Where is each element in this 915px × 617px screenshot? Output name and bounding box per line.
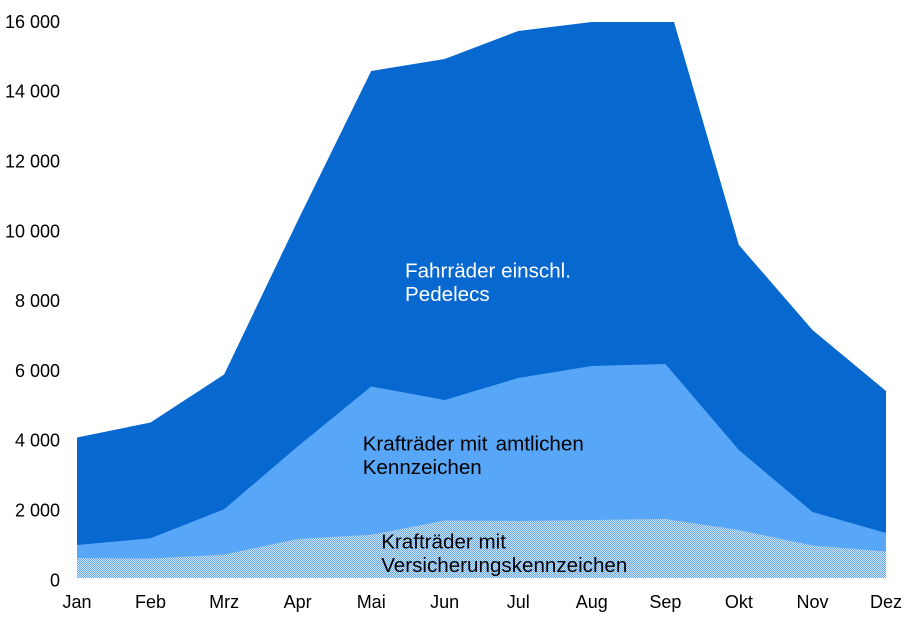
svg-text:Krafträder mit: Krafträder mit — [381, 531, 506, 554]
svg-text:Fahrräder einschl.: Fahrräder einschl. — [405, 260, 571, 283]
svg-text:16 000: 16 000 — [5, 12, 60, 32]
svg-text:14 000: 14 000 — [5, 82, 60, 102]
svg-text:8 000: 8 000 — [15, 291, 60, 311]
svg-text:6 000: 6 000 — [15, 361, 60, 381]
svg-text:Kennzeichen: Kennzeichen — [363, 456, 482, 479]
svg-text:10 000: 10 000 — [5, 221, 60, 241]
svg-text:Mrz: Mrz — [209, 592, 239, 612]
svg-text:Krafträder mit amtlichen: Krafträder mit amtlichen — [363, 433, 584, 456]
svg-text:Okt: Okt — [725, 592, 753, 612]
svg-text:Nov: Nov — [796, 592, 828, 612]
svg-text:12 000: 12 000 — [5, 152, 60, 172]
svg-text:Jan: Jan — [62, 592, 91, 612]
svg-text:4 000: 4 000 — [15, 431, 60, 451]
svg-text:Dez: Dez — [870, 592, 902, 612]
svg-text:Versicherungskennzeichen: Versicherungskennzeichen — [381, 554, 627, 577]
svg-text:0: 0 — [50, 570, 60, 590]
svg-text:Sep: Sep — [649, 592, 681, 612]
svg-text:2 000: 2 000 — [15, 501, 60, 521]
svg-text:Jun: Jun — [430, 592, 459, 612]
svg-text:Aug: Aug — [576, 592, 608, 612]
svg-text:Feb: Feb — [135, 592, 166, 612]
svg-text:Jul: Jul — [507, 592, 530, 612]
svg-text:Pedelecs: Pedelecs — [405, 283, 490, 306]
svg-text:Mai: Mai — [357, 592, 386, 612]
svg-text:Apr: Apr — [284, 592, 312, 612]
